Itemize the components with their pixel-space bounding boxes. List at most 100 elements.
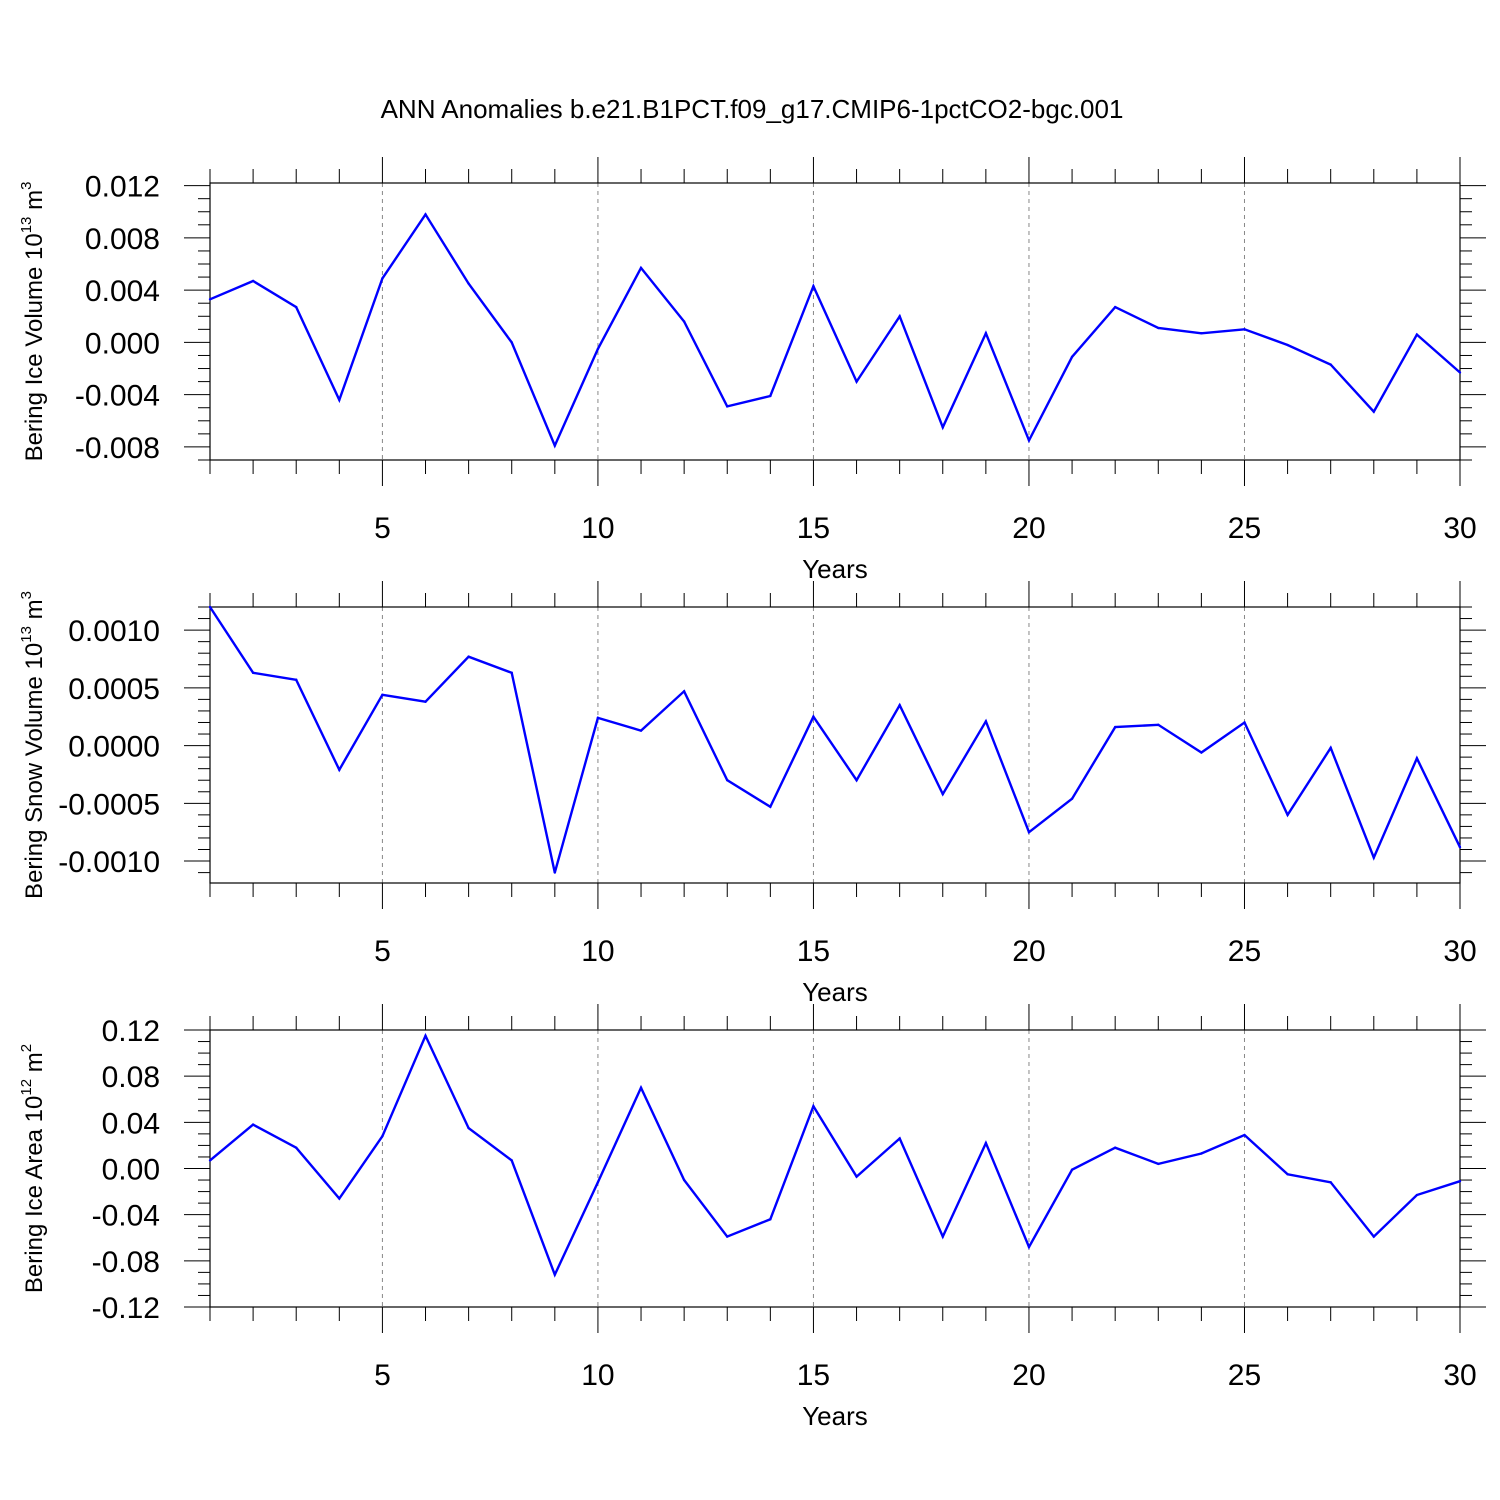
data-point bbox=[639, 1086, 643, 1089]
data-point bbox=[1458, 371, 1462, 374]
data-point bbox=[1243, 721, 1246, 724]
data-point bbox=[467, 655, 470, 658]
data-point bbox=[1243, 1133, 1246, 1137]
data-point bbox=[1372, 1235, 1375, 1238]
x-tick-label: 5 bbox=[374, 1359, 391, 1392]
x-tick-label: 15 bbox=[797, 1359, 830, 1392]
data-point bbox=[338, 1197, 341, 1200]
y-tick-label: -0.0010 bbox=[58, 846, 160, 879]
series-line bbox=[209, 1032, 1461, 1278]
x-tick-label: 10 bbox=[581, 935, 614, 968]
data-point bbox=[381, 1134, 384, 1138]
x-tick-label: 5 bbox=[374, 935, 391, 968]
x-tick-label: 25 bbox=[1228, 1359, 1261, 1392]
y-tick-label: -0.08 bbox=[92, 1246, 160, 1279]
y-tick-label: 0.00 bbox=[102, 1154, 160, 1187]
y-tick-label: -0.0005 bbox=[58, 788, 160, 821]
data-point bbox=[251, 279, 255, 283]
data-point bbox=[1329, 746, 1332, 750]
data-point bbox=[812, 715, 815, 718]
y-axis-label: Bering Ice Volume 1013 m3 bbox=[18, 182, 48, 462]
data-point bbox=[941, 426, 944, 429]
data-point bbox=[467, 282, 470, 285]
data-point bbox=[1243, 328, 1246, 331]
data-point bbox=[898, 703, 901, 707]
data-point bbox=[726, 1235, 729, 1238]
y-tick-label: -0.12 bbox=[92, 1292, 160, 1325]
data-point bbox=[1027, 439, 1031, 442]
data-point bbox=[812, 1104, 815, 1108]
data-point bbox=[1113, 305, 1117, 309]
y-tick-label: -0.04 bbox=[92, 1200, 160, 1233]
plot-frame bbox=[209, 1029, 1461, 1308]
data-point bbox=[1113, 725, 1117, 729]
data-point bbox=[941, 792, 944, 796]
data-point bbox=[898, 1137, 901, 1140]
data-point bbox=[208, 298, 212, 301]
data-point bbox=[1286, 343, 1289, 347]
x-axis-label: Years bbox=[802, 977, 868, 1007]
data-point bbox=[381, 693, 384, 696]
data-point bbox=[1415, 757, 1419, 760]
x-tick-label: 20 bbox=[1012, 935, 1045, 968]
data-point bbox=[553, 1273, 557, 1276]
data-point bbox=[251, 671, 255, 675]
data-point bbox=[855, 1175, 858, 1178]
x-tick-label: 30 bbox=[1443, 512, 1476, 545]
y-tick-label: 0.012 bbox=[85, 171, 160, 204]
x-axis-label: Years bbox=[802, 554, 868, 584]
panel-2: 5 10 15 20 25 30 Years 0.0010 0.0005 0.0000 -0.000… bbox=[18, 581, 1486, 1007]
data-point bbox=[769, 1218, 772, 1221]
data-point bbox=[639, 729, 643, 732]
data-point bbox=[1200, 1152, 1203, 1155]
x-tick-label: 30 bbox=[1443, 1359, 1476, 1392]
data-point bbox=[1157, 326, 1160, 330]
series-line bbox=[208, 606, 1462, 873]
data-point bbox=[898, 315, 901, 318]
y-tick-label: 0.0000 bbox=[68, 731, 160, 764]
data-point bbox=[510, 671, 513, 675]
data-point bbox=[812, 285, 815, 288]
data-point bbox=[984, 332, 988, 335]
data-point bbox=[726, 779, 729, 782]
data-point bbox=[682, 1178, 686, 1182]
data-point bbox=[381, 277, 384, 280]
data-point bbox=[769, 805, 772, 808]
chart-title: ANN Anomalies b.e21.B1PCT.f09_g17.CMIP6-… bbox=[381, 94, 1124, 124]
data-point bbox=[1458, 846, 1462, 849]
data-point bbox=[1372, 856, 1375, 859]
panel-3: 5 10 15 20 25 30 Years 0.12 0.08 0.04 0.00 -0.04 -0.… bbox=[18, 1004, 1486, 1431]
x-tick-label: 10 bbox=[581, 1359, 614, 1392]
data-point bbox=[1070, 797, 1074, 800]
y-tick-label: -0.008 bbox=[75, 432, 160, 465]
data-point bbox=[208, 605, 212, 609]
data-point bbox=[424, 1034, 427, 1037]
y-tick-label: 0.008 bbox=[85, 223, 160, 256]
y-tick-label: 0.08 bbox=[102, 1061, 160, 1094]
x-tick-label: 30 bbox=[1443, 935, 1476, 968]
data-point bbox=[553, 444, 557, 447]
data-point bbox=[1157, 723, 1160, 726]
data-point bbox=[1070, 1168, 1074, 1171]
x-tick-label: 20 bbox=[1012, 1359, 1045, 1392]
data-point bbox=[1458, 1179, 1462, 1183]
data-point bbox=[424, 700, 427, 703]
data-point bbox=[510, 1159, 513, 1162]
data-point bbox=[338, 768, 341, 772]
y-axis-label: Bering Ice Area 1012 m2 bbox=[18, 1044, 48, 1293]
data-point bbox=[1329, 1181, 1332, 1184]
plot-frame bbox=[209, 182, 1461, 461]
data-point bbox=[682, 320, 686, 323]
data-point bbox=[855, 779, 858, 782]
x-tick-label: 20 bbox=[1012, 512, 1045, 545]
data-point bbox=[424, 213, 427, 216]
y-tick-label: 0.0005 bbox=[68, 673, 160, 706]
data-point bbox=[941, 1235, 944, 1238]
data-point bbox=[1070, 355, 1074, 358]
data-point bbox=[682, 690, 686, 693]
data-point bbox=[855, 380, 858, 383]
y-tick-label: 0.004 bbox=[85, 275, 160, 308]
data-point bbox=[1200, 751, 1203, 754]
y-tick-label: 0.12 bbox=[102, 1015, 160, 1048]
data-point bbox=[1027, 830, 1031, 834]
